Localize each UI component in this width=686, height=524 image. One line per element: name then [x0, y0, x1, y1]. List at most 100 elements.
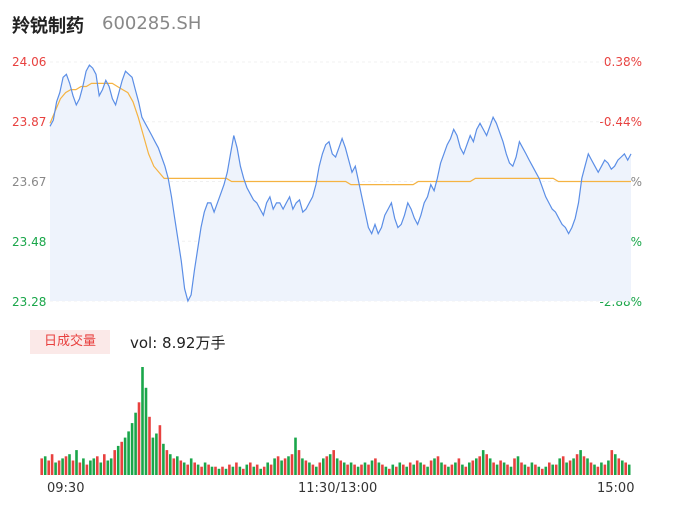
- volume-bar: [593, 464, 596, 475]
- volume-bar: [249, 462, 252, 475]
- volume-bar: [356, 466, 360, 475]
- volume-bar: [468, 462, 471, 475]
- volume-bar: [537, 466, 541, 475]
- volume-bar: [541, 468, 544, 475]
- volume-bar: [235, 462, 238, 475]
- volume-bar: [165, 450, 169, 475]
- volume-bar: [405, 466, 408, 475]
- volume-bar: [436, 456, 440, 475]
- volume-bar: [304, 460, 308, 475]
- price-area: [50, 65, 631, 301]
- volume-bar: [210, 466, 214, 475]
- volume-bar: [47, 460, 50, 475]
- volume-bar: [617, 458, 621, 475]
- price-tick: 23.48: [12, 235, 47, 249]
- volume-bar: [151, 437, 155, 475]
- volume-bar: [342, 462, 346, 475]
- volume-bar: [475, 458, 478, 475]
- volume-bar: [485, 454, 488, 475]
- volume-bar: [120, 441, 123, 475]
- volume-bar: [426, 466, 429, 475]
- volume-bar: [447, 466, 450, 475]
- volume-bar: [228, 464, 231, 475]
- volume-bar: [374, 458, 377, 475]
- volume-bar: [116, 445, 120, 475]
- volume-bar: [57, 460, 61, 475]
- volume-bar: [134, 412, 137, 475]
- volume-bar: [589, 462, 593, 475]
- volume-badge[interactable]: 日成交量: [30, 330, 110, 354]
- volume-bar: [575, 454, 579, 475]
- volume-bar: [259, 468, 262, 475]
- volume-bar: [71, 460, 75, 475]
- volume-bar: [242, 468, 245, 475]
- volume-bar: [610, 450, 614, 475]
- volume-bar: [607, 460, 610, 475]
- volume-bar: [61, 458, 64, 475]
- volume-bar: [287, 456, 290, 475]
- volume-bar: [82, 458, 85, 475]
- volume-bar: [360, 464, 363, 475]
- volume-bar: [308, 462, 311, 475]
- stock-name: 羚锐制药: [12, 16, 84, 37]
- volume-bar: [408, 462, 412, 475]
- volume-bar: [144, 387, 148, 475]
- volume-bar: [488, 458, 492, 475]
- price-line: [49, 64, 632, 303]
- volume-bar: [402, 464, 405, 475]
- volume-bar: [551, 464, 554, 475]
- volume-bar: [377, 462, 381, 475]
- volume-bar: [322, 458, 325, 475]
- volume-bar: [217, 468, 221, 475]
- volume-bar: [169, 454, 172, 475]
- volume-bar: [96, 456, 99, 475]
- volume-bar: [561, 456, 565, 475]
- volume-bar: [231, 466, 235, 475]
- volume-bar: [315, 466, 318, 475]
- volume-bar: [130, 423, 134, 475]
- volume-bar: [182, 462, 186, 475]
- volume-bar: [214, 466, 217, 475]
- volume-bar: [520, 462, 523, 475]
- volume-bar: [262, 466, 266, 475]
- volume-bar: [419, 462, 422, 475]
- volume-bar: [106, 460, 110, 475]
- volume-bar: [586, 458, 589, 475]
- volume-bar: [339, 460, 342, 475]
- volume-bar: [492, 462, 495, 475]
- volume-bar: [137, 402, 141, 475]
- volume-bar: [245, 464, 249, 475]
- volume-bar: [433, 458, 436, 475]
- volume-bar: [596, 466, 600, 475]
- x-tick-label: 09:30: [47, 481, 85, 496]
- volume-bar: [395, 466, 398, 475]
- volume-bar: [367, 464, 370, 475]
- volume-bar: [189, 458, 193, 475]
- volume-bar: [600, 462, 603, 475]
- volume-bar: [554, 464, 558, 475]
- volume-bar: [544, 466, 548, 475]
- volume-bar: [176, 456, 179, 475]
- volume-bar: [481, 450, 485, 475]
- volume-bar: [495, 464, 499, 475]
- volume-bar: [99, 462, 103, 475]
- volume-bar: [534, 464, 537, 475]
- volume-bar: [64, 456, 68, 475]
- volume-bar: [318, 462, 322, 475]
- volume-bar: [297, 450, 301, 475]
- volume-bar: [40, 458, 43, 475]
- price-tick: 23.28: [12, 295, 47, 309]
- volume-bar: [148, 416, 151, 475]
- volume-bar: [443, 464, 447, 475]
- volume-bar: [103, 454, 106, 475]
- volume-bar: [127, 431, 130, 475]
- volume-bar: [457, 458, 461, 475]
- volume-bar: [238, 466, 242, 475]
- volume-bar: [290, 454, 294, 475]
- price-tick: 23.87: [12, 115, 47, 129]
- volume-bar: [283, 458, 287, 475]
- volume-bar: [388, 468, 391, 475]
- x-tick-label: 11:30/13:00: [298, 481, 378, 496]
- volume-bar: [603, 464, 607, 475]
- volume-bar: [398, 462, 402, 475]
